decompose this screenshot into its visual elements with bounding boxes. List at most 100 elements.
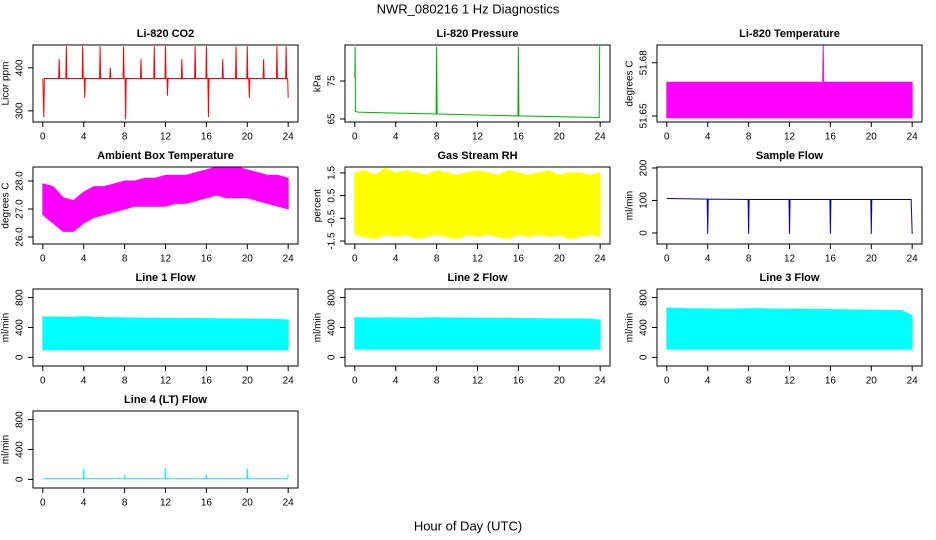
data-line: [666, 198, 913, 234]
x-tick-label: 24: [595, 254, 607, 265]
x-tick-label: 8: [122, 254, 128, 265]
y-tick-label: 26.0: [15, 227, 26, 247]
y-axis-label: ml/min: [313, 313, 324, 342]
y-tick-label: 400: [15, 441, 26, 458]
y-tick-label: 51.68: [639, 50, 650, 75]
data-band: [42, 166, 289, 232]
x-tick-label: 4: [393, 376, 399, 387]
x-tick-label: 12: [784, 376, 796, 387]
x-tick-label: 16: [513, 254, 525, 265]
x-tick-label: 0: [664, 376, 670, 387]
x-tick-label: 20: [554, 132, 566, 143]
panel-title: Gas Stream RH: [437, 150, 517, 162]
panel-title: Line 2 Flow: [448, 272, 508, 284]
plot-frame: [32, 288, 299, 367]
panel-title: Line 1 Flow: [136, 272, 196, 284]
plot-frame: [32, 44, 299, 123]
x-tick-label: 4: [81, 254, 87, 265]
panel-title: Li-820 Pressure: [437, 28, 519, 40]
y-tick-label: 400: [327, 319, 338, 336]
x-tick-label: 8: [434, 376, 440, 387]
x-tick-label: 16: [825, 132, 837, 143]
x-tick-label: 24: [907, 376, 919, 387]
data-band: [354, 167, 601, 240]
y-tick-label: 65: [327, 113, 338, 125]
y-tick-label: 27.0: [15, 199, 26, 219]
x-tick-label: 4: [81, 498, 87, 509]
x-tick-label: 20: [554, 376, 566, 387]
page-title: NWR_080216 1 Hz Diagnostics: [377, 1, 560, 16]
data-band: [354, 317, 601, 350]
x-tick-label: 16: [201, 254, 213, 265]
x-tick-label: 20: [242, 254, 254, 265]
x-tick-label: 12: [784, 254, 796, 265]
x-tick-label: 16: [201, 376, 213, 387]
x-tick-label: 20: [866, 254, 878, 265]
x-tick-label: 0: [40, 132, 46, 143]
y-tick-label: 0: [327, 354, 338, 360]
y-tick-label: 75: [327, 75, 338, 87]
x-tick-label: 4: [81, 376, 87, 387]
x-tick-label: 24: [283, 132, 295, 143]
y-tick-label: 0: [639, 230, 650, 236]
x-tick-label: 24: [907, 254, 919, 265]
panel-title: Line 4 (LT) Flow: [124, 394, 207, 406]
x-tick-label: 0: [40, 254, 46, 265]
y-axis-label: ml/min: [1, 313, 12, 342]
data-band: [42, 316, 289, 351]
x-tick-label: 12: [784, 132, 796, 143]
y-axis-label: percent: [313, 189, 324, 223]
x-tick-label: 16: [825, 376, 837, 387]
plot-frame: [32, 410, 299, 489]
x-tick-label: 4: [705, 254, 711, 265]
x-tick-label: 24: [907, 132, 919, 143]
x-tick-label: 0: [352, 254, 358, 265]
x-tick-label: 0: [352, 132, 358, 143]
y-tick-label: 200: [639, 159, 650, 176]
y-tick-label: 51.65: [639, 103, 650, 128]
y-tick-label: 800: [15, 411, 26, 428]
x-tick-label: 12: [472, 254, 484, 265]
y-tick-label: 0: [639, 354, 650, 360]
x-tick-label: 16: [201, 498, 213, 509]
y-axis-label: kPa: [313, 74, 324, 92]
plot-frame: [656, 44, 923, 123]
plot-frame: [656, 166, 923, 245]
panel-title: Li-820 Temperature: [739, 28, 840, 40]
x-tick-label: 8: [434, 254, 440, 265]
x-tick-label: 12: [160, 498, 172, 509]
data-line: [42, 468, 289, 480]
data-line: [354, 46, 601, 118]
x-tick-label: 24: [283, 254, 295, 265]
x-tick-label: 8: [746, 254, 752, 265]
x-tick-label: 20: [866, 376, 878, 387]
y-tick-label: 400: [15, 59, 26, 76]
x-tick-label: 12: [472, 132, 484, 143]
x-tick-label: 8: [122, 376, 128, 387]
x-tick-label: 24: [595, 376, 607, 387]
panel-title: Ambient Box Temperature: [97, 150, 234, 162]
y-tick-label: -0.5: [327, 209, 338, 227]
plot-frame: [344, 288, 611, 367]
x-tick-label: 16: [825, 254, 837, 265]
y-tick-label: 400: [15, 319, 26, 336]
y-tick-label: 800: [15, 289, 26, 306]
x-tick-label: 4: [393, 132, 399, 143]
x-tick-label: 12: [160, 132, 172, 143]
x-tick-label: 12: [160, 376, 172, 387]
x-tick-label: 20: [242, 132, 254, 143]
x-tick-label: 8: [746, 132, 752, 143]
y-tick-label: 800: [327, 289, 338, 306]
y-tick-label: 400: [639, 319, 650, 336]
x-tick-label: 0: [40, 498, 46, 509]
x-tick-label: 4: [393, 254, 399, 265]
y-tick-label: -1.5: [327, 232, 338, 250]
data-band: [666, 44, 913, 119]
x-tick-label: 8: [746, 376, 752, 387]
y-tick-label: 0: [15, 476, 26, 482]
y-tick-label: 0: [15, 354, 26, 360]
plot-frame: [344, 44, 611, 123]
x-tick-label: 24: [283, 498, 295, 509]
y-tick-label: 28.0: [15, 171, 26, 191]
